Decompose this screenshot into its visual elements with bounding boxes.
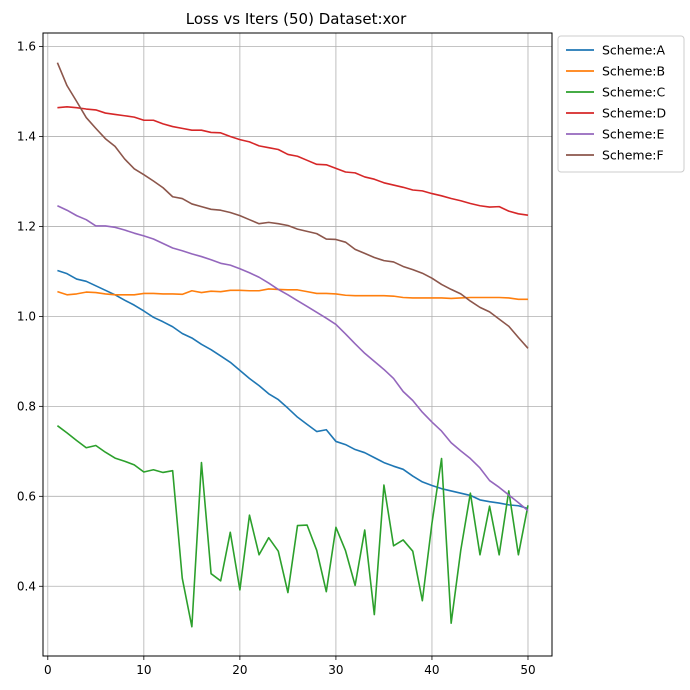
x-tick-label: 50	[520, 663, 535, 677]
y-tick-label: 0.8	[17, 399, 36, 413]
legend-label: Scheme:C	[602, 85, 665, 100]
legend-label: Scheme:A	[602, 43, 665, 58]
x-tick-label: 40	[424, 663, 439, 677]
grid-layer	[43, 33, 552, 656]
legend-label: Scheme:B	[602, 64, 665, 79]
series-line-scheme-b	[57, 288, 528, 301]
series-line-scheme-f	[56, 62, 529, 349]
series-line-scheme-a	[57, 269, 529, 510]
legend: Scheme:A Scheme:B Scheme:C Scheme:D Scheme:E…	[557, 35, 685, 173]
series-line-scheme-e	[57, 205, 529, 512]
chart-title: Loss vs Iters (50) Dataset:xor	[186, 10, 407, 28]
y-tick-label: 1.4	[17, 129, 36, 143]
x-tick-label: 20	[232, 663, 247, 677]
x-tick-label: 10	[136, 663, 151, 677]
legend-box	[557, 35, 685, 173]
legend-label: Scheme:E	[602, 127, 664, 142]
tick-layer: 0 10 20 30 40 50 0.4 0.6 0.8 1.0 1.2 1.4 1.6	[17, 39, 536, 677]
y-tick-label: 1.6	[17, 39, 36, 53]
series-line-scheme-d	[57, 105, 529, 216]
y-tick-label: 0.4	[17, 579, 36, 593]
y-tick-label: 0.6	[17, 489, 36, 503]
plot-frame	[42, 32, 553, 657]
x-tick-label: 0	[44, 663, 52, 677]
x-tick-label: 30	[328, 663, 343, 677]
series-layer	[56, 62, 529, 628]
legend-label: Scheme:F	[602, 148, 664, 163]
y-tick-label: 1.0	[17, 309, 36, 323]
y-tick-label: 1.2	[17, 219, 36, 233]
series-line-scheme-c	[56, 425, 529, 628]
legend-label: Scheme:D	[602, 106, 666, 121]
